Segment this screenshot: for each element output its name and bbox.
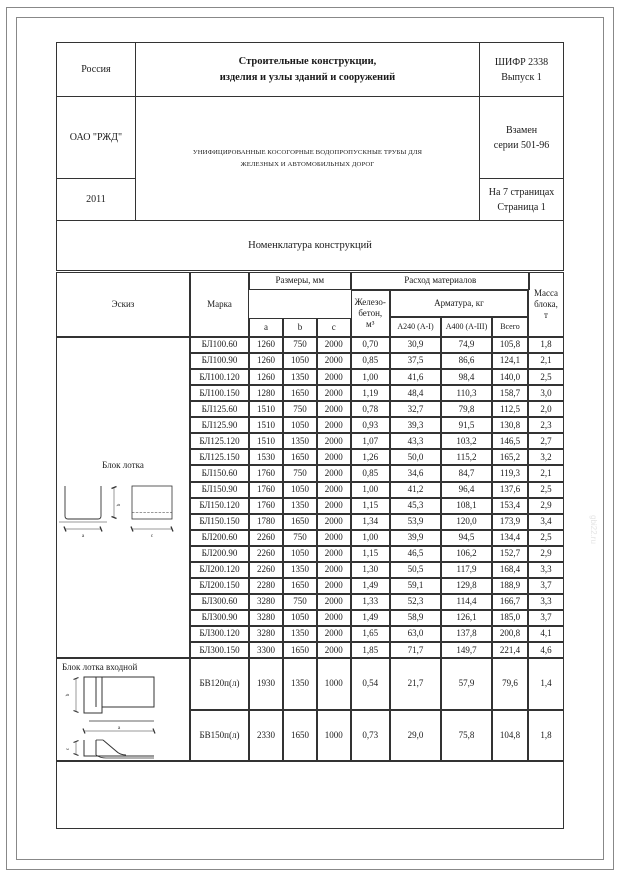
svg-text:c: c	[151, 533, 154, 539]
svg-text:c: c	[65, 747, 71, 750]
svg-text:a: a	[118, 725, 121, 731]
svg-text:b: b	[116, 503, 122, 506]
svg-text:a: a	[82, 533, 85, 539]
svg-text:b: b	[65, 693, 71, 696]
